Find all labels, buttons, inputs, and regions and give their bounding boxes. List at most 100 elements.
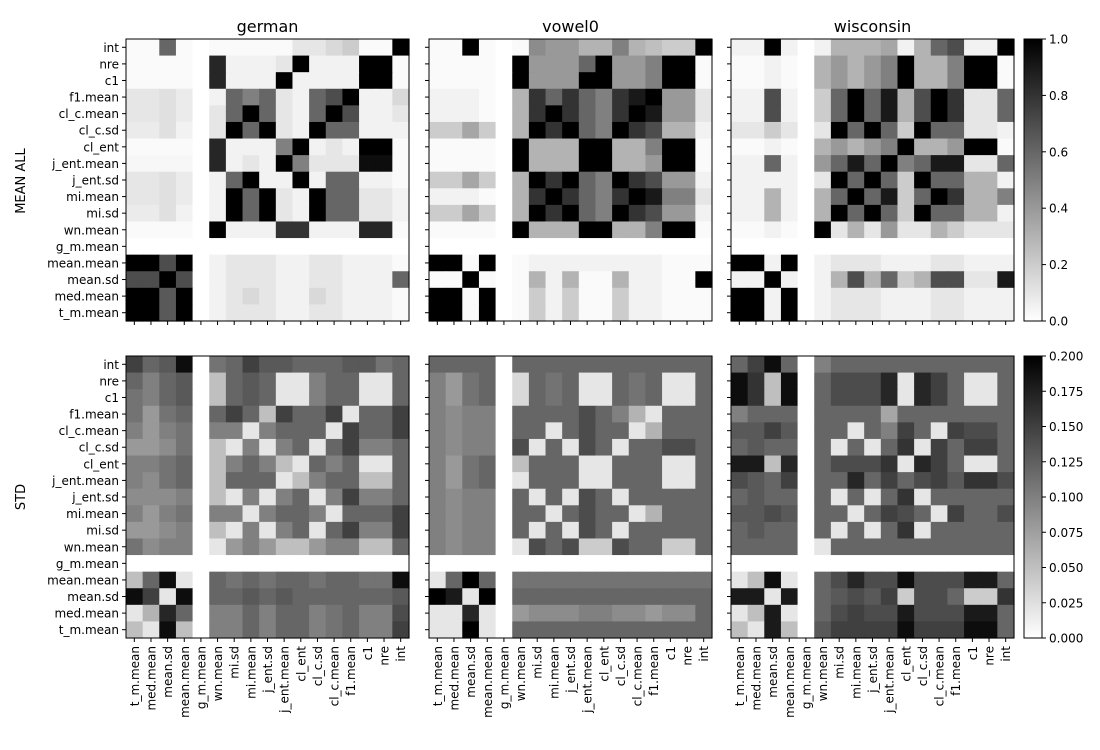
heatmap-cell [462,238,480,256]
heatmap-cell [830,238,849,256]
heatmap-cell [747,287,765,306]
heatmap-cell [209,422,227,440]
heatmap-cell [797,505,815,523]
heatmap-cell [192,39,210,57]
heatmap-cell [864,488,882,506]
heatmap-cell [429,254,447,272]
heatmap-cell [747,472,765,490]
heatmap-cell [159,372,177,390]
heatmap-cell [528,55,547,73]
heatmap-cell [578,405,597,423]
heatmap-cell [142,571,160,589]
heatmap-cell [495,555,513,573]
heatmap-cell [325,389,344,407]
heatmap-cell [747,538,765,556]
heatmap-cell [612,254,630,272]
heatmap-cell [764,138,782,156]
heatmap-cell [612,405,630,423]
heatmap-cell [512,438,530,457]
heatmap-cell [392,39,410,57]
heatmap-cell [292,588,310,606]
heatmap-cell [429,121,447,140]
heatmap-cell [847,356,865,374]
heatmap-cell [528,372,547,390]
heatmap-cell [897,455,915,473]
heatmap-cell [662,39,680,57]
heatmap-cell [662,254,680,272]
heatmap-cell [309,204,327,223]
heatmap-cell [678,121,696,140]
heatmap-cell [175,571,194,589]
heatmap-cell [375,171,393,189]
heatmap-cell [678,422,696,440]
heatmap-cell [429,271,447,289]
heatmap-cell [359,455,377,473]
heatmap-cell [964,254,982,272]
heatmap-cell [780,138,799,156]
heatmap-cell [731,521,749,540]
heatmap-cell [309,571,327,589]
col-tick-label: j_ent.sd [564,646,578,694]
heatmap-cell [342,55,360,73]
heatmap-cell [880,121,899,140]
heatmap-cell [595,204,613,223]
heatmap-cell [209,287,227,306]
heatmap-cell [578,271,597,289]
heatmap-cell [997,356,1015,374]
heatmap-cell [797,155,815,173]
heatmap-cell [342,505,360,523]
heatmap-cell [242,389,260,407]
heatmap-cell [562,304,580,322]
heatmap-cell [964,39,982,57]
heatmap-cell [309,621,327,639]
heatmap-cell [980,271,998,289]
column-title-vowel0: vowel0 [542,17,599,36]
heatmap-cell [695,221,713,239]
heatmap-cell [964,287,982,306]
heatmap-cell [325,171,344,189]
heatmap-cell [847,287,865,306]
col-tick-label: cl_c.mean [328,646,342,706]
heatmap-cell [175,555,194,573]
heatmap-cell [142,356,160,374]
heatmap-cell [126,188,144,206]
heatmap-cell [392,521,410,540]
heatmap-cell [259,55,277,73]
heatmap-cell [847,438,865,457]
heatmap-cell [478,221,497,239]
heatmap-cell [930,372,949,390]
heatmap-cell [545,438,563,457]
heatmap-cell [562,588,580,606]
heatmap-cell [678,472,696,490]
heatmap-cell [309,389,327,407]
heatmap-cell [914,304,932,322]
heatmap-cell [259,588,277,606]
heatmap-cell [175,155,194,173]
heatmap-cell [764,254,782,272]
heatmap-cell [628,389,647,407]
heatmap-cell [897,72,915,90]
heatmap-cell [814,405,832,423]
col-tick-label: g_m.mean [799,646,813,709]
heatmap-cell [259,604,277,623]
heatmap-cell [695,304,713,322]
heatmap-cell [914,238,932,256]
heatmap-cell [880,356,899,374]
heatmap-cell [126,271,144,289]
heatmap-cell [478,271,497,289]
heatmap-cell [797,39,815,57]
heatmap-cell [528,405,547,423]
heatmap-cell [695,121,713,140]
heatmap-cell [847,621,865,639]
heatmap-cell [612,271,630,289]
heatmap-cell [175,405,194,423]
col-tick-label: mi.mean [849,646,863,699]
heatmap-cell [595,171,613,189]
heatmap-cell [578,287,597,306]
heatmap-cell [175,121,194,140]
heatmap-cell [495,204,513,223]
heatmap-cell [914,155,932,173]
heatmap-cell [897,555,915,573]
col-tick-label: nre [378,646,392,666]
heatmap-cell [897,389,915,407]
